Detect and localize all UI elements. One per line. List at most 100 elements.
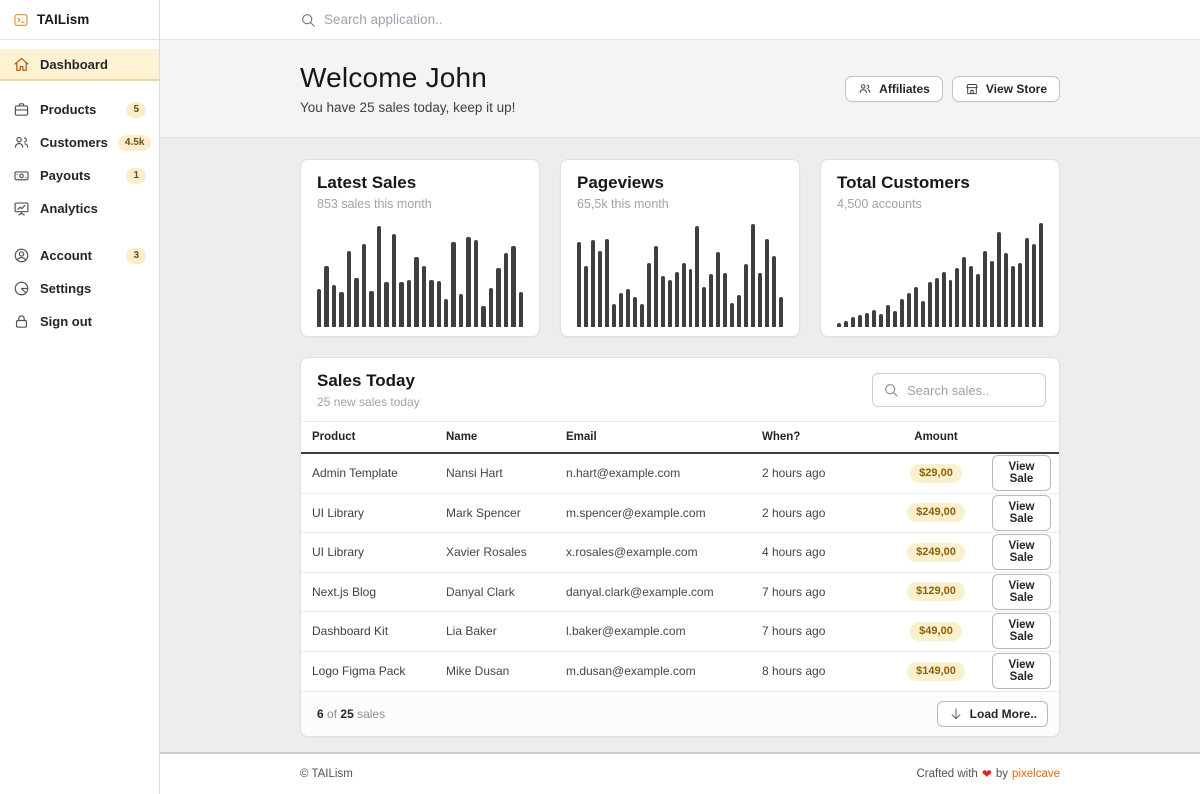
chart-bar (481, 305, 486, 327)
sales-search-input[interactable] (907, 382, 1035, 398)
cell-product: Next.js Blog (312, 584, 377, 599)
affiliates-button[interactable]: Affiliates (845, 75, 943, 102)
search-input[interactable] (324, 12, 744, 27)
chart-bar (730, 302, 735, 327)
card-title: Latest Sales (317, 173, 417, 192)
sidebar-item-payouts[interactable]: Payouts 1 (0, 159, 159, 192)
amount-badge: $129,00 (907, 582, 965, 602)
count-badge: 1 (126, 167, 146, 184)
cell-email: l.baker@example.com (566, 624, 686, 639)
chart-bar (737, 295, 742, 327)
chart-bar (1004, 252, 1009, 327)
amount-badge: $29,00 (910, 463, 962, 483)
chart-bar (618, 293, 623, 327)
chart-bar (384, 282, 389, 327)
page-footer: © TAILism Crafted with ❤ by pixelcave (160, 752, 1200, 794)
chart-bar (837, 322, 841, 327)
storefront-icon (965, 82, 979, 96)
chart-bar (990, 261, 995, 327)
chart-bar (983, 250, 988, 327)
sidebar-item-label: Settings (40, 281, 92, 296)
cell-product: Logo Figma Pack (312, 664, 406, 679)
sidebar-item-account[interactable]: Account 3 (0, 239, 159, 272)
chart-bar (1025, 237, 1030, 327)
chart-bar (892, 311, 897, 327)
heart-icon: ❤ (981, 767, 992, 781)
chart-bar (709, 274, 714, 327)
sidebar-item-sign-out[interactable]: Sign out (0, 305, 159, 338)
column-header-name: Name (446, 431, 478, 443)
search-icon (883, 382, 899, 398)
view-sale-button[interactable]: View Sale (992, 653, 1051, 690)
chart-bar (317, 288, 322, 327)
chart-bar (1039, 223, 1044, 327)
load-more-button[interactable]: Load More.. (936, 701, 1048, 727)
chart-bar (443, 299, 449, 327)
main-column: Welcome John You have 25 sales today, ke… (160, 0, 1200, 794)
sidebar-item-label: Sign out (40, 314, 92, 329)
pie-chart-icon (13, 280, 30, 297)
brand-label: TAILism (37, 12, 90, 27)
chart-bar (885, 304, 890, 327)
view-sale-button[interactable]: View Sale (992, 573, 1051, 610)
table-row: Next.js Blog Danyal Clark danyal.clark@exa… (301, 573, 1059, 612)
chart-bar (913, 286, 918, 327)
chart-bar (429, 280, 434, 327)
sidebar-item-label: Dashboard (40, 56, 108, 72)
pixelcave-link[interactable]: pixelcave (1012, 768, 1060, 780)
chart-bar (1011, 265, 1016, 327)
chart-bar (864, 313, 869, 327)
sales-search-box[interactable] (872, 373, 1046, 407)
arrow-down-icon (948, 706, 964, 722)
cell-name: Danyal Clark (446, 584, 515, 599)
chart-bar (878, 314, 883, 327)
chart-bar (906, 293, 911, 327)
chart-bar (577, 242, 581, 327)
cell-email: n.hart@example.com (566, 466, 681, 481)
chart-bar (779, 297, 784, 327)
sidebar-item-label: Account (40, 248, 92, 263)
view-sale-button[interactable]: View Sale (992, 534, 1051, 571)
chart-bar (702, 286, 707, 327)
chart-bar (646, 263, 651, 327)
cell-when: 4 hours ago (762, 545, 826, 560)
sidebar-item-dashboard[interactable]: Dashboard (0, 49, 159, 81)
chart-bar (339, 292, 344, 327)
bar-chart (837, 221, 1044, 327)
terminal-icon (13, 12, 29, 28)
cell-product: Admin Template (312, 466, 398, 481)
chart-bar (346, 250, 352, 327)
bar-chart (577, 221, 784, 327)
table-body: Admin Template Nansi Hart n.hart@example.c… (301, 454, 1059, 691)
sidebar-item-analytics[interactable]: Analytics (0, 192, 159, 225)
cell-when: 2 hours ago (762, 505, 826, 520)
card-subtitle: 4,500 accounts (837, 197, 922, 211)
sidebar-item-label: Analytics (40, 201, 98, 216)
chart-bar (421, 265, 427, 327)
view-sale-button[interactable]: View Sale (992, 613, 1051, 650)
sidebar-item-settings[interactable]: Settings (0, 272, 159, 305)
cell-email: m.dusan@example.com (566, 664, 696, 679)
cell-name: Nansi Hart (446, 466, 503, 481)
sidebar-item-products[interactable]: Products 5 (0, 93, 159, 126)
chart-bar (466, 236, 471, 327)
brand-logo[interactable]: TAILism (0, 0, 159, 40)
view-store-button[interactable]: View Store (951, 75, 1060, 102)
chart-bar (997, 231, 1002, 327)
chart-bar (871, 310, 876, 327)
column-header-amount: Amount (914, 431, 958, 443)
column-header-email: Email (566, 431, 597, 443)
view-sale-button[interactable]: View Sale (992, 455, 1051, 492)
view-sale-button[interactable]: View Sale (992, 494, 1051, 531)
crafted-by: Crafted with ❤ by pixelcave (916, 767, 1060, 781)
table-footer: 6 of 25 sales Load More.. (301, 691, 1059, 736)
amount-badge: $149,00 (907, 661, 965, 681)
chart-bar (772, 255, 777, 327)
chart-bar (590, 240, 595, 327)
chart-bar (920, 300, 925, 327)
sidebar-item-customers[interactable]: Customers 4.5k (0, 126, 159, 159)
chart-bar (667, 280, 672, 327)
chart-bar (751, 224, 756, 327)
table-row: UI Library Xavier Rosales x.rosales@exampl… (301, 533, 1059, 573)
chart-bar (511, 246, 516, 327)
